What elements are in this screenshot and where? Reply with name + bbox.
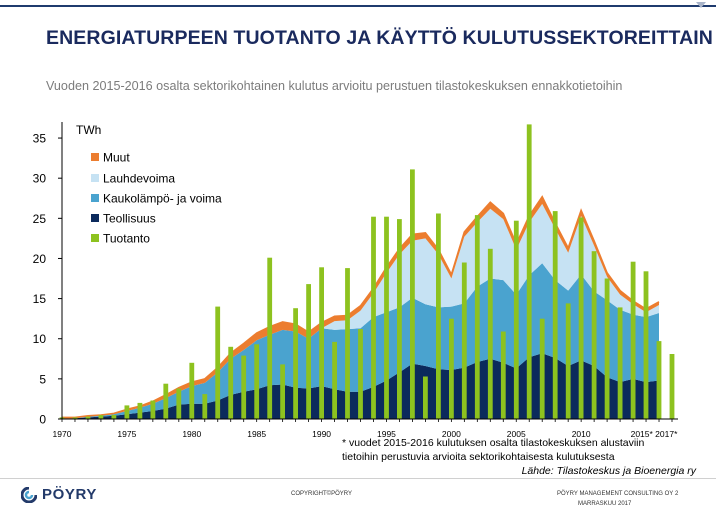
bar-tuotanto-1979 <box>176 388 182 419</box>
bar-tuotanto-2001 <box>461 262 467 419</box>
company-name: PÖYRY MANAGEMENT CONSULTING OY <box>557 491 674 497</box>
y-tick-label: 5 <box>39 372 46 386</box>
y-tick-label: 10 <box>33 332 47 346</box>
x-tick-label: 2015* 2017* <box>631 429 678 439</box>
y-axis-unit-label: TWh <box>76 123 101 137</box>
bar-tuotanto-1984 <box>241 355 247 419</box>
bar-tuotanto-1990 <box>319 267 324 419</box>
chart: 0 5 10 15 20 25 30 35 TWh 1970 1975 1980 1985 1990 199… <box>33 122 697 477</box>
legend-swatch-kaukolampo-ja-voima <box>91 194 99 202</box>
y-tick-label: 35 <box>33 132 47 146</box>
legend-swatch-lauhdevoima <box>91 174 99 182</box>
bar-tuotanto-1997 <box>410 169 415 419</box>
bar-tuotanto-2002 <box>474 215 480 419</box>
logo-text: PÖYRY <box>42 486 97 503</box>
bar-tuotanto-2010 <box>578 217 584 419</box>
bar-tuotanto-1985 <box>254 344 260 419</box>
bar-tuotanto-1982 <box>215 306 221 419</box>
area-teollisuus <box>62 353 659 419</box>
bar-tuotanto-1998 <box>423 376 428 419</box>
page-number: 2 <box>675 491 679 497</box>
page-title: ENERGIATURPEEN TUOTANTO JA KÄYTTÖ KULUTU… <box>46 27 713 49</box>
legend-label-teollisuus: Teollisuus <box>103 212 156 226</box>
area-lauhdevoima <box>62 203 659 419</box>
chart-footnote: * vuodet 2015-2016 kulutuksen osalta til… <box>342 437 645 449</box>
series-line-muut <box>62 195 660 419</box>
x-tick-label: 1980 <box>182 429 201 439</box>
bar-tuotanto-1999 <box>436 213 441 419</box>
bar-tuotanto-2006 <box>526 124 532 420</box>
x-tick-label: 1995 <box>377 429 396 439</box>
bar-tuotanto-2008 <box>552 211 558 419</box>
bar-tuotanto-1975 <box>124 405 130 419</box>
bar-tuotanto-1992 <box>345 268 350 419</box>
legend-label-lauhdevoima: Lauhdevoima <box>103 172 175 186</box>
bar-tuotanto-1977 <box>150 400 156 419</box>
bar-tuotanto-2000 <box>449 318 454 419</box>
poyry-logo: PÖYRY <box>21 486 97 503</box>
x-tick-label: 2010 <box>572 429 591 439</box>
legend-swatch-muut <box>91 153 99 161</box>
bar-tuotanto-2009 <box>565 303 571 419</box>
y-tick-label: 30 <box>33 172 47 186</box>
bar-tuotanto-1991 <box>332 341 337 419</box>
chart-source: Lähde: Tilastokeskus ja Bioenergia ry <box>522 465 697 477</box>
copyright-text: COPYRIGHT©PÖYRY <box>291 491 352 497</box>
bar-tuotanto-2003 <box>487 248 493 419</box>
bar-tuotanto-2005 <box>513 220 519 419</box>
bar-tuotanto-1978 <box>163 383 169 419</box>
legend-label-muut: Muut <box>103 151 130 165</box>
x-tick-label: 1985 <box>247 429 266 439</box>
bar-tuotanto-1972 <box>85 416 91 419</box>
bar-tuotanto-1988 <box>293 308 298 419</box>
legend-label-kaukolampo-ja-voima: Kaukolämpö- ja voima <box>103 192 222 206</box>
bar-tuotanto-2013 <box>617 307 623 419</box>
bar-tuotanto-1980 <box>189 362 195 419</box>
y-tick-label: 20 <box>33 252 47 266</box>
x-tick-label: 1990 <box>312 429 331 439</box>
bar-tuotanto-1995 <box>384 216 389 419</box>
y-tick-label: 25 <box>33 212 47 226</box>
x-tick-label: 2005 <box>507 429 526 439</box>
x-tick-label: 1970 <box>53 429 72 439</box>
page-subtitle: Vuoden 2015-2016 osalta sektorikohtainen… <box>46 79 623 93</box>
legend-label-tuotanto: Tuotanto <box>103 232 150 246</box>
poyry-logo-icon <box>21 486 37 503</box>
corner-marker-icon <box>696 2 706 8</box>
bar-tuotanto-2017 <box>669 354 675 419</box>
bar-tuotanto-1971 <box>72 417 78 419</box>
bar-tuotanto-2015 <box>643 271 649 419</box>
legend-swatch-teollisuus <box>91 214 99 222</box>
bar-tuotanto-2004 <box>500 331 506 419</box>
bar-tuotanto-1983 <box>228 346 234 419</box>
bar-tuotanto-1976 <box>137 402 143 419</box>
y-tick-label: 15 <box>33 292 47 306</box>
x-tick-label: 1975 <box>117 429 136 439</box>
bar-tuotanto-2012 <box>604 278 610 419</box>
chart-footnote-continued: tietoihin perustuvia arvioita sektorikoh… <box>342 451 615 463</box>
footer-rule <box>0 478 716 479</box>
bar-tuotanto-1973 <box>98 415 104 419</box>
legend-swatch-tuotanto <box>91 234 99 242</box>
bar-tuotanto-2014 <box>630 261 636 419</box>
area-muut <box>62 196 659 419</box>
bar-tuotanto-1994 <box>371 216 376 419</box>
bar-tuotanto-1974 <box>111 415 117 419</box>
bar-tuotanto-1986 <box>267 257 273 419</box>
top-rule <box>0 5 716 7</box>
bar-tuotanto-2011 <box>591 251 597 419</box>
bar-tuotanto-1989 <box>306 284 311 419</box>
bar-tuotanto-2007 <box>539 318 545 419</box>
y-tick-label: 0 <box>39 413 46 427</box>
bar-tuotanto-1987 <box>280 364 285 419</box>
bar-tuotanto-1996 <box>397 219 402 419</box>
x-tick-label: 2000 <box>442 429 461 439</box>
bar-tuotanto-1993 <box>358 329 363 419</box>
bar-tuotanto-2016 <box>656 341 662 419</box>
bar-tuotanto-1981 <box>202 394 208 419</box>
footer-date: MARRASKUU 2017 <box>578 501 632 507</box>
